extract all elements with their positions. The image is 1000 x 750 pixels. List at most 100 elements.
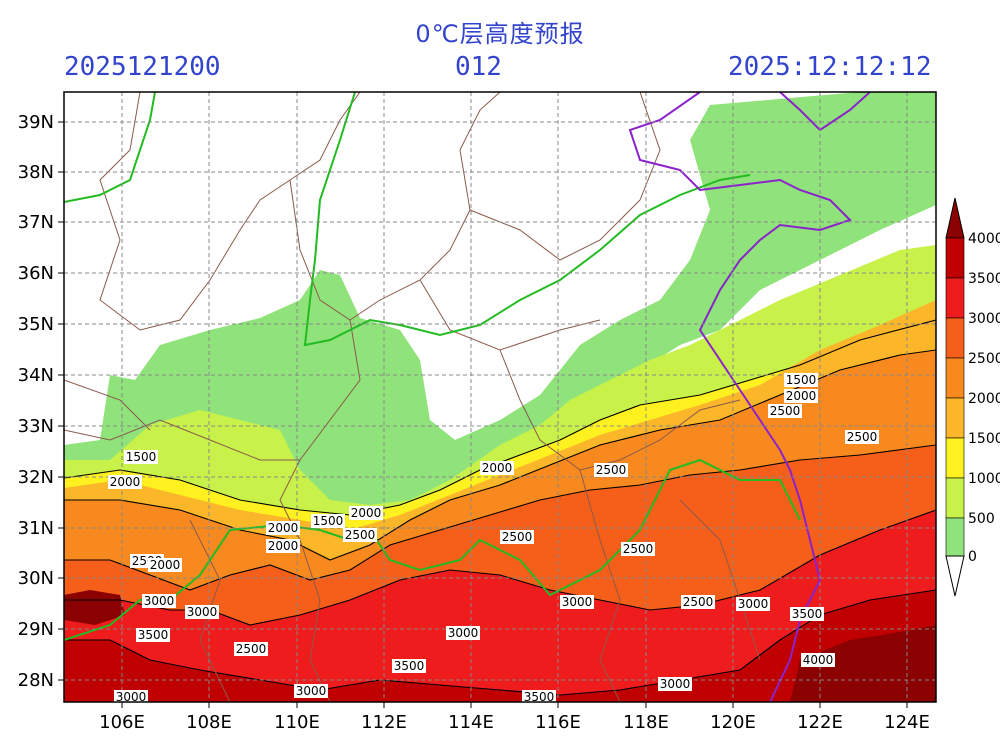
lat-tick-label: 36N — [18, 263, 54, 284]
contour-label: 2500 — [768, 404, 802, 418]
svg-text:3000: 3000 — [660, 677, 691, 691]
forecast-hour: 012 — [455, 52, 502, 82]
contour-label: 2500 — [343, 528, 377, 542]
contour-label: 3000 — [446, 626, 480, 640]
contour-label: 3000 — [294, 684, 328, 698]
zone-500-1000 — [64, 245, 936, 535]
contour-label: 2000 — [784, 389, 818, 403]
contour-label: 3000 — [185, 605, 219, 619]
lon-tick-label: 124E — [884, 712, 930, 733]
contour-label: 2500 — [594, 463, 628, 477]
zone-4000-plus — [64, 590, 125, 625]
svg-text:2500: 2500 — [236, 642, 267, 656]
contour-label: 3500 — [790, 607, 824, 621]
zone-3000-3500 — [64, 510, 936, 702]
colorbar-label: 4000 — [968, 231, 1000, 247]
contour-label: 3000 — [142, 594, 176, 608]
colorbar-label: 0 — [968, 549, 977, 565]
contour-label: 2500 — [681, 595, 715, 609]
colorbar-label: 1000 — [968, 471, 1000, 487]
map-frame — [63, 91, 937, 703]
axis-ticks — [58, 121, 908, 708]
svg-text:1500: 1500 — [126, 450, 157, 464]
lat-tick-label: 32N — [18, 467, 54, 488]
contour-label: 2000 — [266, 539, 300, 553]
svg-text:3500: 3500 — [394, 659, 425, 673]
lat-tick-label: 34N — [18, 365, 54, 386]
colorbar-segment — [945, 517, 965, 557]
contour-label: 2500 — [845, 430, 879, 444]
svg-text:3000: 3000 — [562, 595, 593, 609]
contour-label: 3500 — [136, 628, 170, 642]
colorbar-label: 2000 — [968, 391, 1000, 407]
svg-text:4000: 4000 — [803, 653, 834, 667]
contour-label: 3500 — [392, 659, 426, 673]
colorbar-bottom-arrow — [945, 555, 965, 597]
contour-label: 2500 — [500, 530, 534, 544]
lat-tick-label: 28N — [18, 670, 54, 691]
colorbar-segment — [945, 437, 965, 479]
colorbar-label: 500 — [968, 511, 995, 527]
valid-time: 2025:12:12:12 — [728, 52, 932, 82]
svg-text:3500: 3500 — [792, 607, 823, 621]
svg-text:2500: 2500 — [847, 430, 878, 444]
lat-tick-label: 37N — [18, 212, 54, 233]
svg-text:2000: 2000 — [150, 558, 181, 572]
contour-label: 4000 — [801, 653, 835, 667]
colorbar-segment — [945, 477, 965, 519]
colorbar-label: 3500 — [968, 271, 1000, 287]
lon-tick-label: 112E — [361, 712, 407, 733]
svg-text:2500: 2500 — [345, 528, 376, 542]
zone-0-500 — [64, 92, 936, 520]
grid-lines — [64, 92, 936, 702]
contour-label: 2000 — [108, 475, 142, 489]
init-time: 2025121200 — [64, 52, 221, 82]
svg-text:3000: 3000 — [116, 690, 147, 704]
colorbar-segment — [945, 357, 965, 399]
svg-text:3500: 3500 — [138, 628, 169, 642]
lon-tick-label: 108E — [186, 712, 232, 733]
lon-tick-label: 114E — [448, 712, 494, 733]
svg-text:2000: 2000 — [110, 475, 141, 489]
colorbar-label: 2500 — [968, 351, 1000, 367]
chart-title: 0℃层高度预报 — [415, 20, 585, 48]
lon-tick-label: 106E — [99, 712, 145, 733]
lat-tick-label: 31N — [18, 518, 54, 539]
svg-text:3000: 3000 — [448, 626, 479, 640]
contour-label: 3000 — [736, 597, 770, 611]
contour-label: 2000 — [148, 558, 182, 572]
svg-text:2500: 2500 — [770, 404, 801, 418]
colorbar-segment — [945, 317, 965, 359]
contour-label: 3000 — [114, 690, 148, 704]
lon-tick-label: 118E — [623, 712, 669, 733]
lon-labels: 106E 108E 110E 112E 114E 116E 118E 120E … — [99, 712, 930, 733]
svg-text:2000: 2000 — [482, 461, 513, 475]
lon-tick-label: 122E — [797, 712, 843, 733]
svg-text:2000: 2000 — [268, 521, 299, 535]
colorbar: 4000 3500 3000 2500 2000 1500 1000 500 0 — [945, 197, 1000, 597]
svg-text:3500: 3500 — [524, 690, 555, 704]
colorbar-label: 3000 — [968, 311, 1000, 327]
contour-label: 3000 — [560, 595, 594, 609]
svg-text:2500: 2500 — [596, 463, 627, 477]
svg-text:3000: 3000 — [144, 594, 175, 608]
contour-label: 1500 — [784, 373, 818, 387]
contour-label: 2000 — [480, 461, 514, 475]
lat-tick-label: 38N — [18, 162, 54, 183]
svg-text:3000: 3000 — [187, 605, 218, 619]
svg-text:2000: 2000 — [268, 539, 299, 553]
svg-text:2500: 2500 — [502, 530, 533, 544]
lat-tick-label: 30N — [18, 568, 54, 589]
colorbar-segment — [945, 397, 965, 439]
lat-tick-label: 29N — [18, 619, 54, 640]
lat-labels: 39N 38N 37N 36N 35N 34N 33N 32N 31N 30N … — [18, 112, 54, 691]
svg-text:1500: 1500 — [786, 373, 817, 387]
colorbar-label: 1500 — [968, 431, 1000, 447]
svg-text:3000: 3000 — [296, 684, 327, 698]
contour-label: 1500 — [124, 450, 158, 464]
lat-tick-label: 33N — [18, 416, 54, 437]
colorbar-segment — [945, 277, 965, 319]
colorbar-segment — [945, 237, 965, 279]
contour-label: 2500 — [234, 642, 268, 656]
